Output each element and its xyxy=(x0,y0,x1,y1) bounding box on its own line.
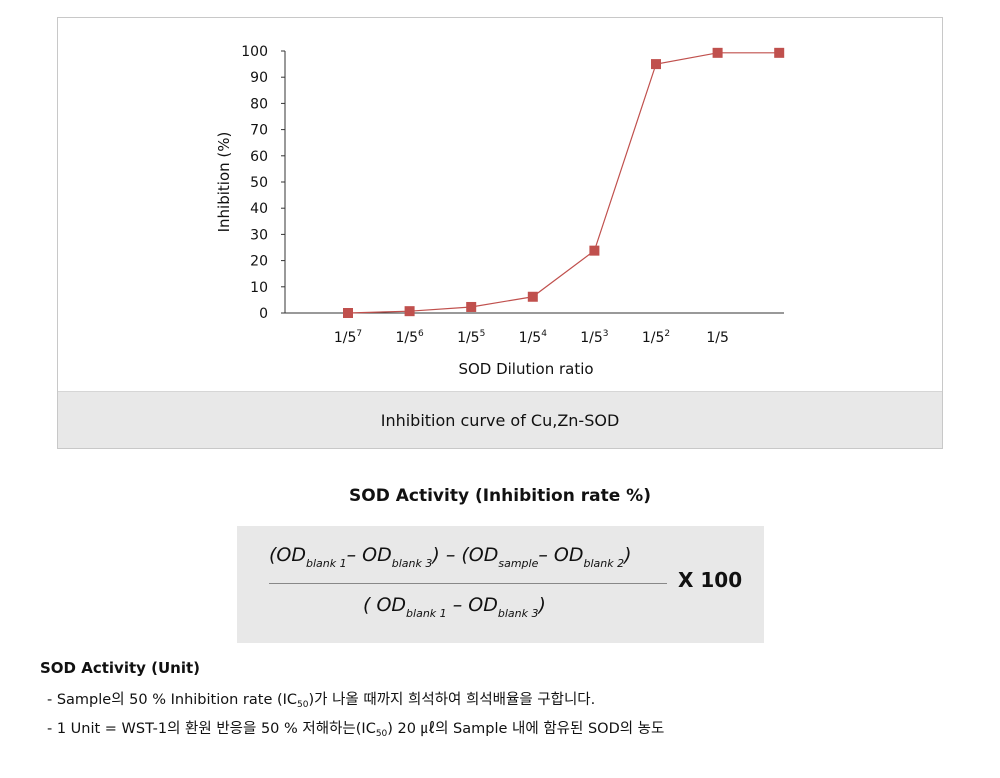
formula-num-sub3: sample xyxy=(498,557,539,570)
note-1-sub: 50 xyxy=(297,700,309,710)
data-point xyxy=(466,301,477,312)
formula-numerator: (ODblank 1– ODblank 3) – (ODsample– ODbl… xyxy=(269,544,632,570)
formula-num-mid2: ) – (OD xyxy=(432,544,499,566)
activity-unit-title: SOD Activity (Unit) xyxy=(40,659,201,677)
y-axis-title: Inhibition (%) xyxy=(215,132,233,233)
y-tick-label: 30 xyxy=(250,227,268,243)
note-2-post: ) 20 ㎕의 Sample 내에 함유된 SOD의 농도 xyxy=(387,721,665,737)
x-tick-label: 1/53 xyxy=(580,329,608,346)
note-1-pre: - Sample의 50 % Inhibition rate (IC xyxy=(47,692,298,708)
y-tick-label: 60 xyxy=(250,149,268,165)
fraction-line xyxy=(269,583,667,584)
x-tick-label: 1/5 xyxy=(706,330,729,346)
formula-den-sub2: blank 3 xyxy=(497,607,539,620)
chart-caption-bar: Inhibition curve of Cu,Zn-SOD xyxy=(58,391,942,448)
note-1-post: )가 나올 때까지 희석하여 희석배율을 구합니다. xyxy=(308,692,596,708)
note-2-sub: 50 xyxy=(375,729,388,739)
x-tick-label: 1/55 xyxy=(457,329,485,346)
series-line xyxy=(347,52,780,314)
formula-num-open: (OD xyxy=(269,544,306,566)
y-tick-label: 80 xyxy=(250,96,268,112)
y-tick-label: 70 xyxy=(250,123,268,139)
note-unit-definition: - 1 Unit = WST-1의 환원 반응을 50 % 저해하는(IC50)… xyxy=(47,717,664,739)
x-tick-label: 1/54 xyxy=(519,329,548,346)
data-point xyxy=(404,306,415,317)
formula-num-sub2: blank 3 xyxy=(391,557,433,570)
formula-num-sub4: blank 2 xyxy=(583,557,625,570)
formula-denominator: ( ODblank 1 – ODblank 3) xyxy=(363,594,546,620)
formula-num-mid3: – OD xyxy=(538,544,584,566)
formula-den-close: ) xyxy=(538,594,546,616)
formula-den-sub1: blank 1 xyxy=(406,607,447,620)
inhibition-chart: 0 10 20 30 40 50 60 70 80 90 100 1/57 1/56 1/55 1/54 1/… xyxy=(215,44,785,378)
data-point xyxy=(343,308,353,318)
y-tick-label: 0 xyxy=(259,306,268,322)
formula-den-open: ( OD xyxy=(363,594,407,616)
note-ic50: - Sample의 50 % Inhibition rate (IC50)가 나… xyxy=(47,688,595,710)
chart-caption: Inhibition curve of Cu,Zn-SOD xyxy=(380,410,620,430)
formula-den-mid: – OD xyxy=(446,594,498,616)
data-point xyxy=(589,245,600,256)
formula-num-sub1: blank 1 xyxy=(306,557,347,570)
data-point xyxy=(712,47,723,58)
formula-multiplier: X 100 xyxy=(678,568,743,592)
data-point xyxy=(774,47,785,58)
x-axis-title: SOD Dilution ratio xyxy=(458,360,593,378)
activity-rate-title: SOD Activity (Inhibition rate %) xyxy=(349,486,651,506)
x-tick-label: 1/52 xyxy=(642,329,670,346)
y-tick-label: 40 xyxy=(250,201,268,217)
y-tick-label: 100 xyxy=(241,44,268,60)
formula-box: (ODblank 1– ODblank 3) – (ODsample– ODbl… xyxy=(237,526,764,643)
formula-num-close: ) xyxy=(624,544,632,566)
y-tick-label: 90 xyxy=(250,70,268,86)
y-tick-label: 20 xyxy=(250,254,268,270)
data-point xyxy=(527,291,538,302)
formula-num-mid1: – OD xyxy=(346,544,392,566)
data-point xyxy=(651,59,661,70)
chart-figure: 0 10 20 30 40 50 60 70 80 90 100 1/57 1/56 1/55 1/54 1/… xyxy=(57,17,943,449)
x-tick-label: 1/57 xyxy=(334,329,362,346)
note-2-pre: - 1 Unit = WST-1의 환원 반응을 50 % 저해하는(IC xyxy=(47,721,376,737)
y-tick-label: 50 xyxy=(250,175,268,191)
y-tick-label: 10 xyxy=(250,280,268,296)
x-tick-label: 1/56 xyxy=(395,329,424,346)
